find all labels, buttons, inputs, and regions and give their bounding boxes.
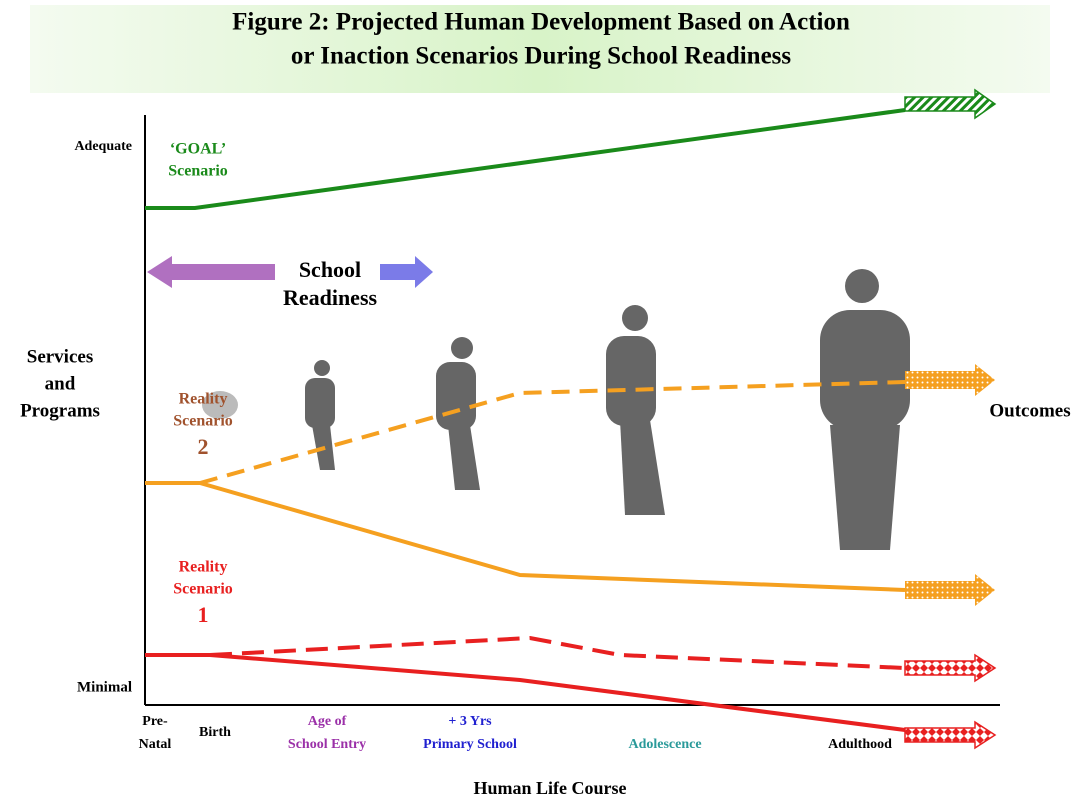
goal-label: ‘GOAL’	[170, 141, 226, 158]
reality-2-solid	[145, 483, 905, 590]
reality-1-label: 1	[198, 602, 209, 627]
red-arrow	[905, 722, 995, 748]
orange-arrow	[905, 574, 995, 606]
stage-label: Primary School	[423, 737, 517, 752]
readiness-arrow-left	[147, 256, 275, 288]
goal-line	[145, 110, 905, 208]
reality-1-label: Reality	[179, 559, 228, 576]
reality-2-label: Scenario	[173, 413, 233, 430]
stage-label: Pre-	[142, 714, 168, 729]
orange-arrow	[905, 364, 995, 396]
x-axis-label: Human Life Course	[474, 778, 627, 798]
stage-label: Adulthood	[828, 737, 892, 752]
readiness-label: Readiness	[283, 285, 378, 310]
y-bottom-label: Minimal	[77, 679, 132, 695]
silhouettes	[202, 269, 910, 550]
reality-2-label: 2	[198, 434, 209, 459]
stage-label: School Entry	[288, 737, 366, 752]
y-axis-label: Services	[27, 346, 93, 367]
goal-label: Scenario	[168, 163, 228, 180]
reality-1-solid	[145, 655, 905, 730]
stage-label: Birth	[199, 725, 231, 740]
y-axis-label: and	[45, 373, 76, 394]
outcomes-label: Outcomes	[989, 400, 1070, 421]
red-arrow	[905, 655, 995, 681]
stage-label: Age of	[308, 714, 347, 729]
title: or Inaction Scenarios During School Read…	[291, 43, 792, 70]
reality-1-label: Scenario	[173, 581, 233, 598]
reality-2-label: Reality	[179, 391, 228, 408]
diagram: Figure 2: Projected Human Development Ba…	[0, 0, 1083, 803]
y-axis-label: Programs	[20, 400, 100, 421]
title: Figure 2: Projected Human Development Ba…	[232, 9, 850, 36]
stage-label: Natal	[139, 737, 172, 752]
readiness-label: School	[299, 257, 361, 282]
readiness-arrow-right	[380, 256, 433, 288]
stage-label: + 3 Yrs	[448, 714, 492, 729]
goal-arrow	[905, 90, 995, 118]
y-top-label: Adequate	[74, 139, 132, 154]
stage-label: Adolescence	[628, 737, 701, 752]
